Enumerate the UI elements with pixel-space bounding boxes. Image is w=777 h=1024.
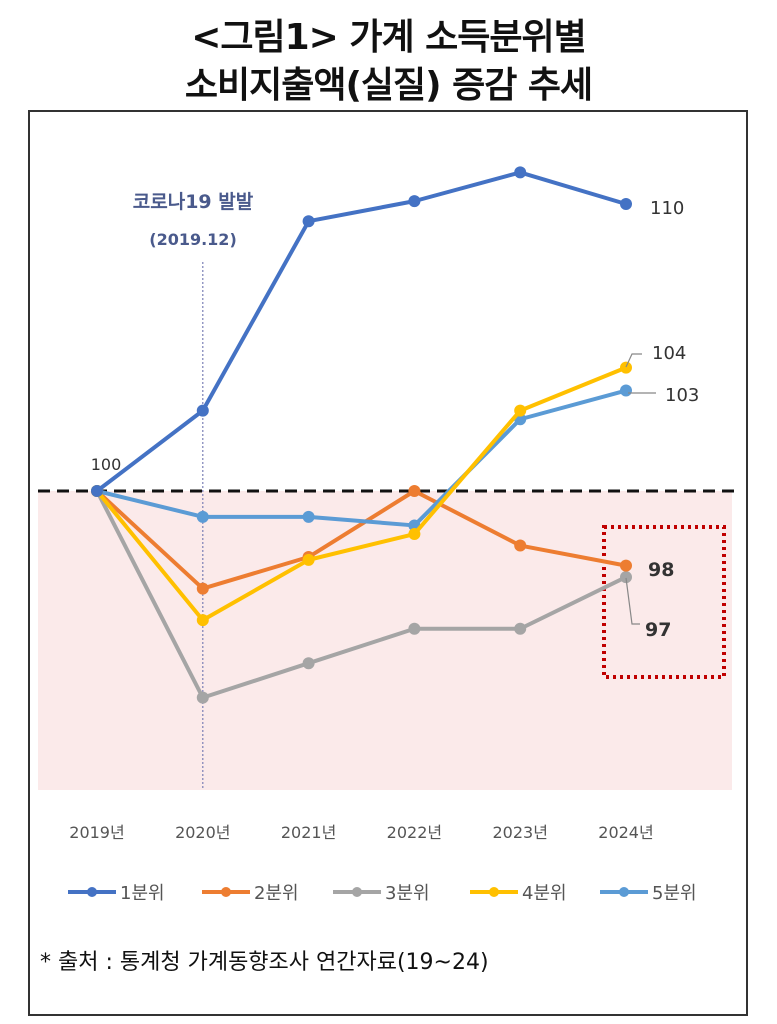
data-point-1분위 <box>196 404 209 417</box>
below-baseline-shading <box>38 491 732 790</box>
legend-marker-2분위 <box>221 887 231 897</box>
x-tick-label: 2020년 <box>175 823 230 842</box>
legend-label: 4분위 <box>522 883 567 904</box>
end-label-5분위: 103 <box>665 385 699 406</box>
leader-line <box>625 353 642 368</box>
covid-annotation-date: (2019.12) <box>149 230 237 249</box>
legend-marker-1분위 <box>87 887 97 897</box>
legend-marker-3분위 <box>352 887 362 897</box>
data-point-4분위 <box>302 553 315 566</box>
source-note: * 출처 : 통계청 가계동향조사 연간자료(19~24) <box>40 950 489 975</box>
end-label-1분위: 110 <box>650 198 684 219</box>
data-point-1분위 <box>408 195 421 208</box>
data-point-3분위 <box>196 691 209 704</box>
data-point-3분위 <box>514 622 527 635</box>
end-label-4분위: 104 <box>652 343 686 364</box>
legend-label: 5분위 <box>652 883 697 904</box>
end-label-3분위: 97 <box>645 619 671 641</box>
chart-title-line2: 소비지출액(실질) 증감 추세 <box>184 65 593 106</box>
data-point-2분위 <box>620 559 632 572</box>
legend-label: 1분위 <box>120 883 165 904</box>
series-line-5분위 <box>96 388 627 528</box>
covid-annotation: 코로나19 발발 <box>133 191 254 213</box>
data-point-3분위 <box>408 622 421 635</box>
x-tick-label: 2023년 <box>492 823 547 842</box>
x-tick-label: 2022년 <box>387 823 442 842</box>
data-point-5분위 <box>196 510 209 523</box>
data-point-1분위 <box>91 485 103 497</box>
x-tick-label: 2024년 <box>598 823 653 842</box>
data-point-4분위 <box>196 614 209 627</box>
series-line-2분위 <box>95 489 627 591</box>
series-line-3분위 <box>95 490 627 700</box>
baseline-label: 100 <box>91 455 122 474</box>
data-point-2분위 <box>514 539 527 552</box>
series-line-1분위 <box>95 170 627 493</box>
data-point-2분위 <box>196 582 209 595</box>
x-tick-label: 2021년 <box>281 823 336 842</box>
series-line-4분위 <box>95 365 627 623</box>
legend-marker-4분위 <box>489 887 499 897</box>
legend-label: 2분위 <box>254 883 299 904</box>
data-point-4분위 <box>408 528 421 541</box>
data-point-1분위 <box>514 166 527 179</box>
data-point-1분위 <box>302 215 315 228</box>
chart-frame <box>28 110 748 1016</box>
legend-marker-5분위 <box>619 887 629 897</box>
data-point-3분위 <box>620 571 632 584</box>
chart-title-line1: <그림1> 가계 소득분위별 <box>191 17 587 58</box>
data-point-3분위 <box>302 657 315 670</box>
data-point-4분위 <box>620 361 632 374</box>
data-point-1분위 <box>620 198 632 210</box>
x-tick-label: 2019년 <box>69 823 124 842</box>
highlight-box <box>602 525 726 679</box>
legend-label: 3분위 <box>385 883 430 904</box>
data-point-5분위 <box>620 384 632 397</box>
leader-line <box>625 577 640 625</box>
data-point-2분위 <box>408 485 421 497</box>
data-point-4분위 <box>514 404 527 417</box>
data-point-5분위 <box>302 510 315 523</box>
end-label-2분위: 98 <box>648 559 674 581</box>
